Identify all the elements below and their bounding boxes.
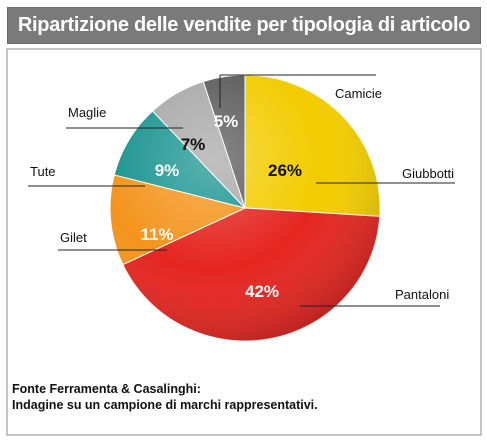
category-label-giubbotti: Giubbotti [402,166,454,181]
pie-slices [109,74,381,342]
category-label-tute: Tute [30,164,56,179]
pie-callouts: Giubbotti Pantaloni Gilet Tute Maglie Camicie [28,74,455,307]
category-label-maglie: Maglie [68,105,106,120]
category-label-pantaloni: Pantaloni [395,287,449,302]
value-label-pantaloni: 42% [245,282,279,301]
value-label-gilet: 11% [140,225,173,244]
chart-border [6,48,482,436]
source-line-1: Fonte Ferramenta & Casalinghi: [12,382,201,396]
value-label-tute: 9% [155,161,180,180]
chart-title: Ripartizione delle vendite per tipologia… [7,7,481,44]
source-note: Fonte Ferramenta & Casalinghi: Indagine … [12,381,318,413]
category-label-gilet: Gilet [60,230,87,245]
source-line-2: Indagine su un campione di marchi rappre… [12,398,318,412]
value-label-maglie: 7% [181,135,206,154]
value-label-giubbotti: 26% [268,161,302,180]
value-label-camicie: 5% [214,112,239,131]
pie-value-labels: 26% 42% 11% 9%7% 5% [140,112,302,301]
category-label-camicie: Camicie [335,86,382,101]
